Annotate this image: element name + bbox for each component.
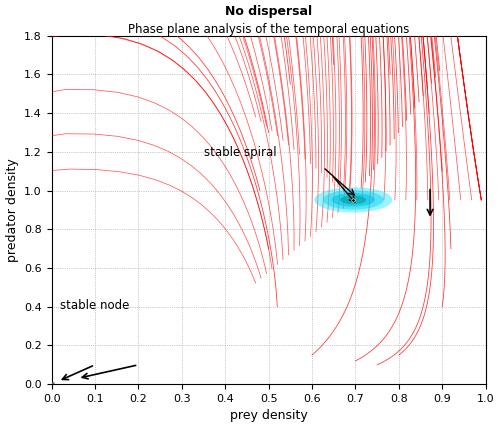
Ellipse shape <box>314 187 392 212</box>
Ellipse shape <box>340 196 366 204</box>
Text: stable node: stable node <box>60 299 130 312</box>
X-axis label: prey density: prey density <box>230 410 308 422</box>
Text: stable spiral: stable spiral <box>204 146 276 159</box>
Ellipse shape <box>323 190 384 210</box>
Title: Phase plane analysis of the temporal equations: Phase plane analysis of the temporal equ… <box>128 23 410 36</box>
Y-axis label: predator density: predator density <box>6 158 18 262</box>
Text: No dispersal: No dispersal <box>225 5 312 18</box>
Ellipse shape <box>332 193 375 207</box>
